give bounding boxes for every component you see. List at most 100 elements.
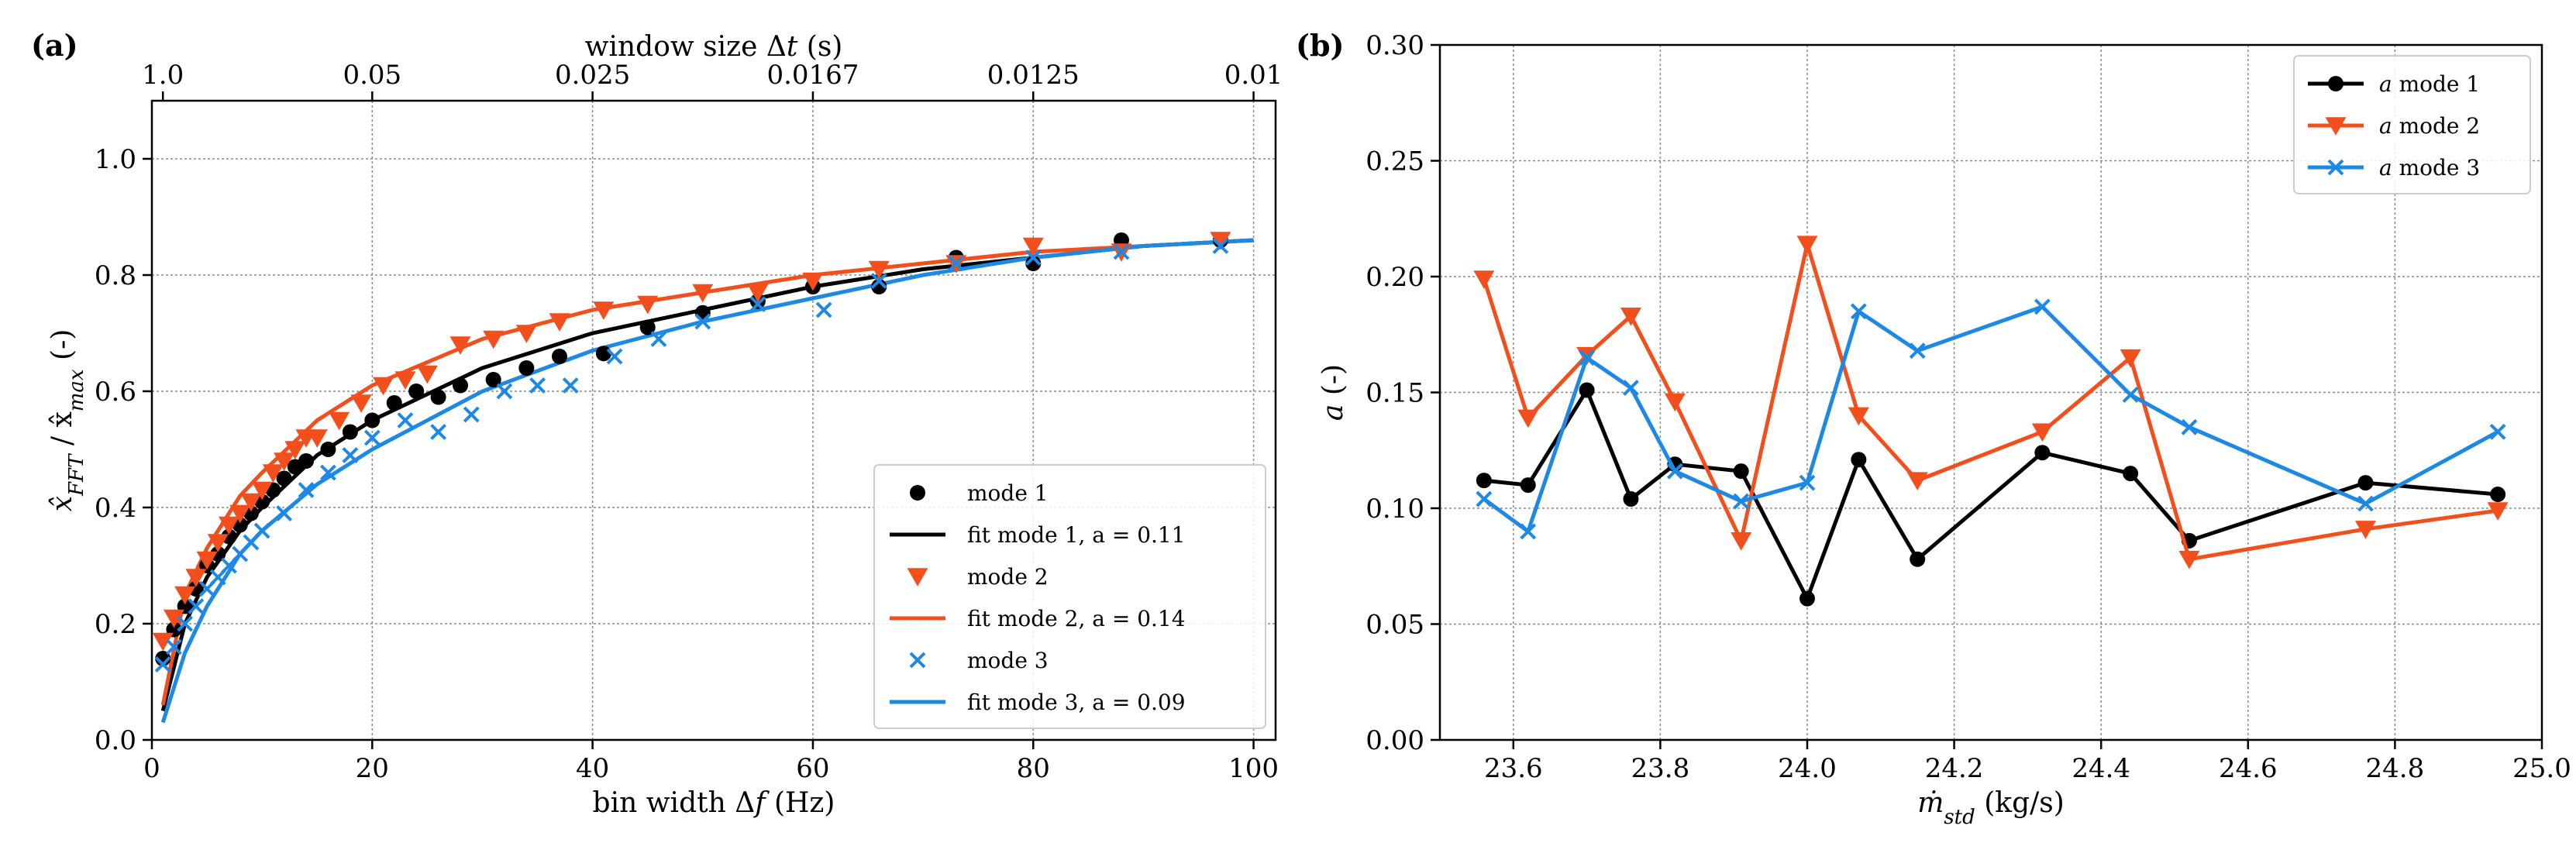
series-point-1 bbox=[1476, 473, 1492, 489]
data-point-series-3 bbox=[416, 365, 438, 384]
series-point-1 bbox=[2357, 475, 2374, 491]
data-point-series-3 bbox=[306, 429, 328, 448]
series-point-1 bbox=[2490, 487, 2506, 503]
legend-marker-swatch bbox=[909, 652, 926, 669]
data-point-series-5 bbox=[463, 406, 480, 423]
y-tick-label: 0.30 bbox=[1365, 30, 1424, 61]
data-point-series-3 bbox=[449, 336, 471, 355]
secondary-x-axis-label: window size Δt (s) bbox=[585, 31, 843, 63]
data-point-series-3 bbox=[152, 632, 174, 652]
data-point-series-5 bbox=[870, 273, 887, 289]
series-point-3 bbox=[1666, 463, 1683, 480]
data-point-series-3 bbox=[868, 260, 890, 280]
series-point-1 bbox=[1799, 590, 1815, 607]
data-point-series-3 bbox=[593, 301, 615, 320]
data-point-series-5 bbox=[363, 429, 381, 446]
series-point-2 bbox=[2178, 550, 2200, 569]
y-tick-label: 0.15 bbox=[1365, 378, 1424, 409]
data-point-series-3 bbox=[747, 284, 769, 303]
x-tick-label: 100 bbox=[1228, 753, 1279, 784]
data-point-series-3 bbox=[637, 295, 659, 315]
x-tick-label: 0 bbox=[143, 753, 160, 784]
x-tick-label: 24.2 bbox=[1925, 753, 1984, 784]
series-point-2 bbox=[2354, 521, 2376, 539]
top-tick-label: 0.01 bbox=[1224, 60, 1283, 91]
data-point-series-5 bbox=[1113, 243, 1130, 260]
data-point-series-1 bbox=[408, 384, 425, 399]
data-point-series-5 bbox=[529, 377, 546, 394]
series-point-2 bbox=[1906, 472, 1928, 490]
panel-b-legend: a mode 1 a mode 2 a mode 3 bbox=[2293, 55, 2531, 194]
y-tick-label: 0.8 bbox=[95, 260, 136, 291]
data-point-series-3 bbox=[262, 464, 284, 483]
data-point-series-5 bbox=[177, 615, 194, 632]
legend-label: fit mode 1, a = 0.11 bbox=[967, 522, 1186, 548]
data-point-series-3 bbox=[802, 272, 824, 291]
series-point-2 bbox=[2120, 349, 2141, 368]
legend-marker-swatch bbox=[2327, 159, 2344, 176]
series-line-3 bbox=[1483, 304, 2499, 535]
x-tick-label: 80 bbox=[1017, 753, 1050, 784]
x-tick-label: 24.0 bbox=[1778, 753, 1837, 784]
data-point-series-3 bbox=[274, 452, 295, 471]
legend-marker-swatch bbox=[907, 568, 928, 587]
legend-label: fit mode 2, a = 0.14 bbox=[967, 606, 1186, 631]
series-point-1 bbox=[2034, 445, 2051, 461]
legend-marker-swatch bbox=[2325, 117, 2347, 136]
x-tick-label: 25.0 bbox=[2512, 753, 2571, 784]
series-point-2 bbox=[2487, 502, 2509, 521]
y-axis-label: a (-) bbox=[1317, 364, 1349, 421]
data-point-series-3 bbox=[174, 586, 196, 605]
data-point-series-3 bbox=[483, 330, 505, 349]
y-axis-label: x̂FFT / x̂max (-) bbox=[46, 329, 88, 512]
data-point-series-3 bbox=[196, 551, 218, 570]
data-point-series-5 bbox=[562, 377, 579, 394]
series-point-2 bbox=[1517, 409, 1539, 428]
panel-b-label: (b) bbox=[1296, 28, 1345, 63]
series-point-1 bbox=[1520, 477, 1536, 494]
legend-label: mode 3 bbox=[967, 648, 1049, 673]
data-point-series-5 bbox=[342, 447, 359, 463]
top-tick-label: 0.0125 bbox=[987, 60, 1080, 91]
fit-line-series-4 bbox=[160, 238, 1254, 706]
legend-label: a mode 2 bbox=[2379, 113, 2480, 139]
legend-marker-swatch bbox=[910, 485, 925, 501]
x-tick-label: 60 bbox=[796, 753, 829, 784]
plot-frame bbox=[150, 99, 1277, 741]
data-point-series-5 bbox=[188, 598, 205, 614]
top-tick-label: 0.025 bbox=[555, 60, 630, 91]
series-point-2 bbox=[1848, 407, 1869, 426]
data-point-series-3 bbox=[240, 493, 262, 512]
data-point-series-3 bbox=[515, 325, 537, 343]
data-point-series-3 bbox=[229, 504, 251, 524]
series-point-1 bbox=[1579, 382, 1595, 398]
data-point-series-1 bbox=[320, 442, 336, 457]
series-point-3 bbox=[2489, 423, 2506, 440]
series-point-1 bbox=[1733, 463, 1749, 480]
data-point-series-3 bbox=[1210, 232, 1231, 250]
series-point-3 bbox=[2357, 495, 2374, 512]
x-axis-label: bin width Δf (Hz) bbox=[593, 787, 835, 819]
data-point-series-5 bbox=[166, 638, 182, 655]
data-point-series-1 bbox=[221, 528, 237, 545]
y-tick-label: 0.20 bbox=[1365, 262, 1424, 293]
legend-label: fit mode 3, a = 0.09 bbox=[967, 690, 1186, 715]
series-point-2 bbox=[1473, 270, 1495, 289]
data-point-series-5 bbox=[496, 383, 513, 400]
series-point-2 bbox=[1620, 308, 1641, 326]
series-point-3 bbox=[1799, 474, 1816, 491]
y-tick-label: 0.6 bbox=[95, 377, 136, 408]
x-tick-label: 23.6 bbox=[1484, 753, 1543, 784]
data-point-series-1 bbox=[386, 395, 402, 411]
series-point-1 bbox=[1623, 491, 1639, 507]
series-point-1 bbox=[1851, 452, 1867, 468]
data-point-series-3 bbox=[163, 609, 184, 628]
x-tick-label: 24.4 bbox=[2071, 753, 2130, 784]
data-point-series-3 bbox=[1022, 237, 1044, 256]
x-axis-label: ṁstd (kg/s) bbox=[1917, 787, 2065, 829]
x-tick-label: 24.8 bbox=[2366, 753, 2425, 784]
data-point-series-1 bbox=[430, 389, 446, 405]
y-tick-label: 0.25 bbox=[1365, 146, 1424, 177]
data-point-series-5 bbox=[1025, 249, 1042, 266]
data-point-series-5 bbox=[694, 313, 711, 330]
